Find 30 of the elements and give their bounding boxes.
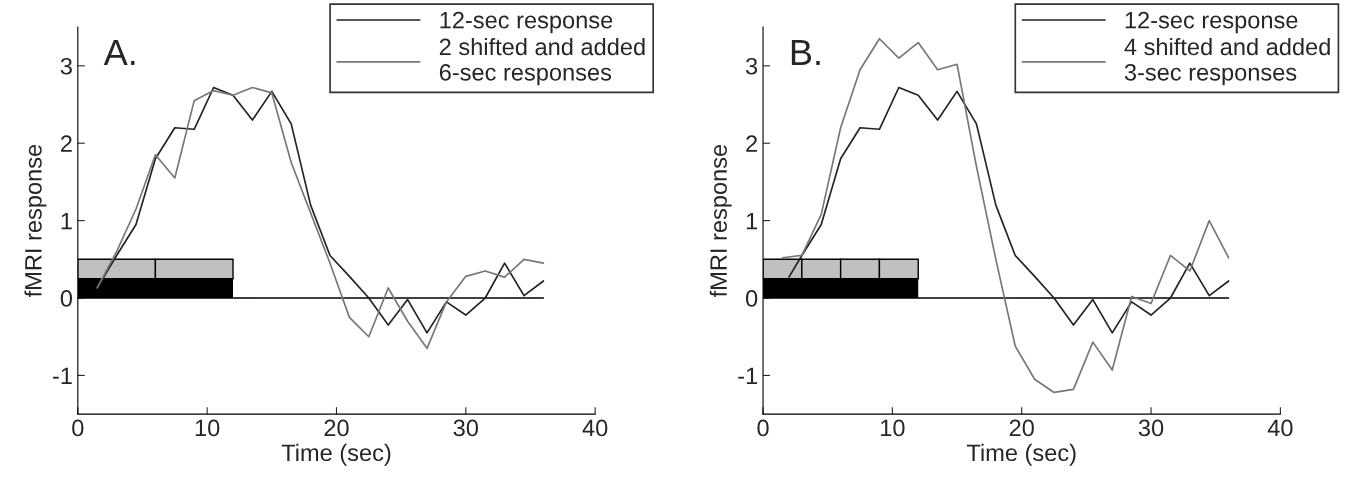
x-tick-label: 20: [1009, 419, 1034, 437]
legend-label: 2 shifted and added 6-sec responses: [439, 37, 645, 86]
x-tick-label: 20: [324, 419, 349, 437]
x-tick-label: 40: [582, 419, 608, 437]
y-tick-label: -1: [53, 367, 72, 384]
y-axis-title: fMRI response: [24, 144, 47, 298]
y-tick-label: 2: [61, 135, 72, 152]
x-tick-label: 0: [72, 419, 84, 437]
x-tick-label: 0: [757, 419, 769, 437]
x-tick-label: 40: [1267, 419, 1293, 437]
legend-label: 12-sec response: [1125, 11, 1298, 34]
y-tick-label: 1: [61, 212, 72, 230]
y-tick-label: 3: [60, 57, 72, 75]
y-tick-label: 3: [745, 57, 758, 75]
chart-title: B.: [791, 40, 820, 65]
x-axis-title: Time (sec): [966, 443, 1076, 466]
y-tick-label: -1: [738, 367, 758, 384]
legend-label: 12-sec response: [440, 11, 613, 34]
x-tick-label: 10: [881, 419, 905, 437]
y-tick-label: 0: [60, 290, 73, 307]
x-tick-label: 30: [1138, 419, 1164, 437]
x-tick-label: 10: [195, 419, 220, 437]
y-tick-label: 2: [746, 135, 757, 152]
chart-title: A.: [103, 40, 135, 65]
legend-label: 4 shifted and added 3-sec responses: [1124, 37, 1330, 86]
y-axis-title: fMRI response: [709, 144, 732, 298]
y-tick-label: 1: [746, 212, 758, 230]
x-tick-label: 30: [453, 419, 479, 437]
y-tick-label: 0: [745, 290, 758, 307]
x-axis-title: Time (sec): [281, 443, 391, 466]
